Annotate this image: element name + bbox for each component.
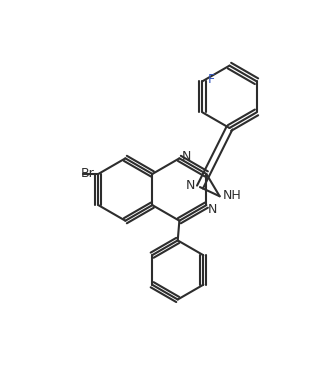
Text: Br: Br <box>80 167 94 180</box>
Text: NH: NH <box>222 189 241 202</box>
Text: F: F <box>208 73 214 86</box>
Text: N: N <box>182 150 191 163</box>
Text: N: N <box>208 203 217 215</box>
Text: N: N <box>186 179 196 192</box>
